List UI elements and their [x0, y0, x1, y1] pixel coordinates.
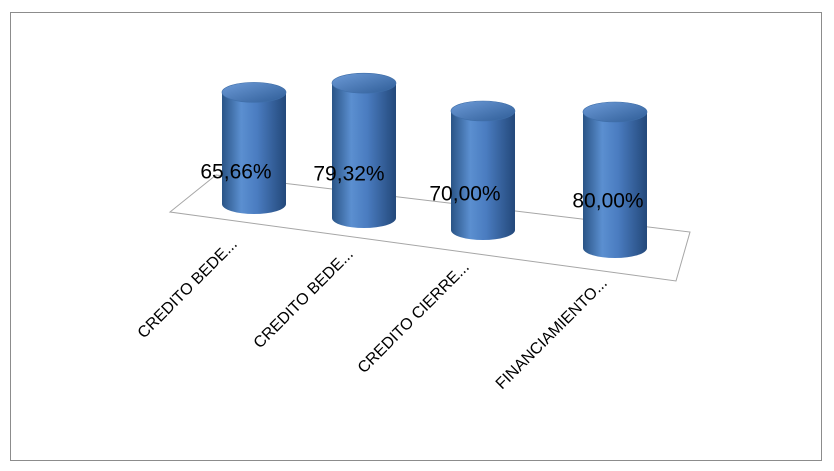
- bar-cylinder: [450, 100, 516, 240]
- bar-body: [451, 111, 515, 240]
- bar-body: [222, 92, 286, 214]
- bar-cylinder: [331, 72, 397, 228]
- category-label: FINANCIAMIENTO...: [493, 275, 611, 393]
- bar-body: [332, 83, 396, 228]
- bar-cylinder: [582, 101, 648, 258]
- bar-body: [583, 112, 647, 258]
- data-label: 80,00%: [572, 190, 643, 213]
- chart-area: [10, 12, 822, 461]
- category-label: CREDITO BEDE...: [135, 236, 241, 342]
- category-label: CREDITO BEDE...: [251, 246, 357, 352]
- bar-cylinder: [221, 82, 287, 214]
- bar-top: [221, 82, 287, 103]
- chart-floor: [168, 174, 691, 282]
- bar-top: [450, 100, 516, 122]
- category-label: CREDITO CIERRE...: [355, 259, 473, 377]
- data-label: 65,66%: [200, 161, 271, 184]
- bar-top: [331, 72, 397, 94]
- data-label: 79,32%: [313, 163, 384, 186]
- bar-top: [582, 101, 648, 123]
- data-label: 70,00%: [429, 183, 500, 206]
